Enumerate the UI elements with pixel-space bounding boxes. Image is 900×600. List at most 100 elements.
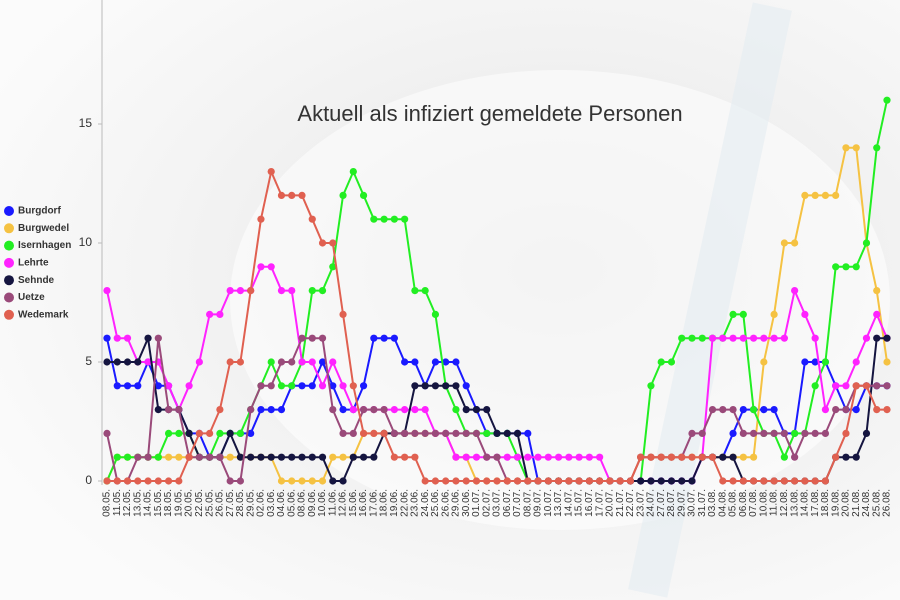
data-point [236, 453, 245, 461]
x-tick-label: 13.07. [553, 489, 564, 517]
data-point [421, 406, 429, 414]
data-point [472, 429, 481, 437]
x-tick-label: 21.08. [851, 489, 862, 517]
data-point [739, 429, 747, 437]
data-point [329, 453, 337, 461]
data-point [719, 406, 727, 414]
data-point [791, 287, 799, 295]
x-tick-label: 15.07. [574, 489, 585, 517]
legend-marker [4, 257, 14, 268]
data-point [657, 358, 665, 366]
x-tick-label: 19.05. [173, 489, 184, 517]
data-point [780, 453, 788, 461]
x-tick-label: 07.07. [512, 489, 523, 517]
data-point [801, 477, 809, 485]
data-point [329, 263, 337, 271]
data-point [308, 477, 316, 485]
data-point [134, 358, 142, 366]
data-point [308, 334, 316, 342]
data-point [811, 191, 819, 199]
data-point [411, 382, 419, 390]
data-point [842, 453, 850, 461]
data-point [123, 453, 132, 461]
data-point [575, 453, 583, 461]
x-tick-label: 18.08. [820, 489, 831, 517]
data-point [862, 239, 871, 247]
x-tick-label: 15.05. [153, 489, 164, 517]
data-point [832, 406, 840, 414]
x-tick-label: 14.05. [143, 489, 154, 517]
data-point [873, 334, 881, 342]
x-tick-label: 08.06. [297, 489, 308, 517]
x-tick-label: 05.08. [728, 489, 739, 517]
data-point [719, 477, 727, 485]
x-tick-label: 06.08. [738, 489, 749, 517]
data-point [770, 334, 778, 342]
data-point [760, 334, 768, 342]
data-point [154, 453, 162, 461]
data-point [298, 191, 306, 199]
data-point [216, 310, 224, 318]
x-tick-label: 18.05. [163, 489, 174, 517]
x-tick-label: 11.08. [769, 489, 780, 516]
data-point [626, 477, 635, 485]
data-point [431, 310, 440, 318]
data-point [811, 477, 819, 485]
data-point [339, 310, 347, 318]
data-point [329, 477, 337, 485]
data-point [832, 263, 840, 271]
data-point [390, 215, 398, 223]
x-tick-label: 22.07. [625, 489, 636, 517]
data-point [770, 429, 778, 437]
data-point [298, 477, 306, 485]
data-point [236, 358, 245, 366]
data-point [708, 453, 717, 461]
data-point [267, 453, 275, 461]
data-point [113, 358, 121, 366]
data-point [575, 477, 583, 485]
data-point [308, 382, 316, 390]
data-point [329, 406, 337, 414]
data-point [164, 477, 173, 485]
data-point [401, 429, 409, 437]
x-tick-label: 23.07. [635, 489, 646, 517]
data-point [318, 334, 327, 342]
x-tick-label: 17.07. [594, 489, 605, 517]
data-point [780, 239, 788, 247]
x-tick-label: 20.05. [184, 489, 195, 517]
data-point [698, 453, 706, 461]
data-point [123, 477, 132, 485]
data-point [370, 215, 378, 223]
legend-label: Burgwedel [18, 223, 69, 234]
data-point [206, 429, 214, 437]
x-tick-label: 24.06. [420, 489, 431, 517]
y-tick-label: 5 [85, 354, 92, 368]
data-point [739, 477, 747, 485]
data-point [729, 334, 737, 342]
data-point [318, 477, 327, 485]
x-tick-label: 27.05. [225, 489, 236, 517]
legend-marker [4, 206, 14, 216]
data-point [421, 429, 429, 437]
data-point [780, 477, 788, 485]
data-point [821, 429, 830, 437]
data-point [852, 144, 860, 152]
data-point [339, 429, 347, 437]
data-point [585, 477, 593, 485]
x-tick-label: 11.06. [327, 489, 338, 516]
data-point [657, 477, 665, 485]
data-point [164, 406, 173, 414]
data-point [308, 453, 316, 461]
legend-marker [4, 292, 14, 303]
data-point [113, 382, 121, 390]
data-point [380, 406, 388, 414]
data-point [226, 477, 234, 485]
data-point [678, 453, 686, 461]
data-point [103, 429, 111, 437]
data-point [873, 406, 881, 414]
data-point [318, 287, 327, 295]
data-point [431, 382, 440, 390]
data-point [267, 168, 275, 176]
data-point [770, 406, 778, 414]
x-tick-label: 29.07. [676, 489, 687, 517]
